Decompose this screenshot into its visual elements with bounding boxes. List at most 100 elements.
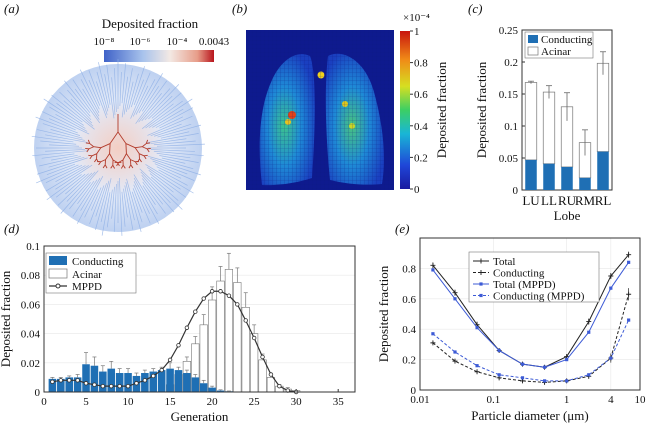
tree-branch bbox=[125, 143, 127, 154]
tree-ray bbox=[150, 176, 179, 201]
tree-ray bbox=[31, 135, 74, 143]
tree-branch bbox=[105, 153, 110, 160]
chart-e-xlabel: Particle diameter (μm) bbox=[471, 408, 588, 423]
tree-branch bbox=[122, 164, 126, 169]
tree-ray bbox=[111, 186, 115, 219]
tree-ray bbox=[153, 140, 196, 146]
tree-ray bbox=[119, 72, 122, 107]
chart-d-bar-conducting bbox=[73, 377, 82, 392]
tree-ray bbox=[59, 91, 93, 124]
tree-ray bbox=[55, 164, 93, 190]
chart-e-ylabel: Deposited fraction bbox=[376, 265, 391, 362]
tree-branch bbox=[86, 148, 90, 153]
tree-ray bbox=[60, 170, 99, 214]
chart-d-point-mppd bbox=[235, 302, 240, 307]
chart-e-point bbox=[475, 326, 479, 330]
chart-d-point-mppd bbox=[125, 383, 131, 389]
tree-ray bbox=[125, 182, 135, 221]
tree-ray bbox=[130, 72, 151, 119]
tree-ray bbox=[133, 177, 160, 224]
tree-branch bbox=[96, 158, 99, 163]
chart-c-ytick-label: 0.25 bbox=[499, 25, 519, 37]
chart-e-line bbox=[432, 262, 630, 368]
tree-ray bbox=[38, 156, 82, 167]
tree-ray bbox=[150, 149, 195, 152]
tree-ray bbox=[161, 157, 186, 164]
tree-ray bbox=[133, 184, 151, 224]
chart-d-bar-conducting bbox=[90, 365, 99, 392]
chart-d-bar-conducting bbox=[208, 387, 216, 392]
chart-d-xtick-label: 25 bbox=[249, 396, 261, 408]
chart-d-xtick-label: 15 bbox=[165, 396, 177, 408]
chart-e-legend-label: Conducting (MPPD) bbox=[493, 291, 585, 303]
chart-d-bar-conducting bbox=[183, 373, 191, 392]
chart-e-legend-label: Total bbox=[493, 256, 515, 268]
tree-branch bbox=[125, 143, 136, 149]
chart-c-bar-conducting bbox=[579, 177, 591, 190]
tree-branch bbox=[146, 148, 150, 153]
chart-d-point-mppd bbox=[83, 381, 89, 386]
tree-ray bbox=[49, 106, 86, 129]
tree-ray bbox=[67, 89, 91, 117]
chart-d-bar-conducting bbox=[199, 383, 208, 392]
chart-d-legend-swatch-acinar bbox=[48, 268, 68, 279]
tree-ray bbox=[147, 155, 194, 170]
chart-d-point-mppd bbox=[75, 378, 80, 383]
chart-e-point bbox=[520, 376, 525, 380]
tree-branch bbox=[110, 164, 114, 169]
chart-e-legend-label: Conducting bbox=[493, 268, 545, 280]
tree-branch bbox=[134, 147, 140, 154]
chart-d-bar-conducting bbox=[191, 377, 200, 392]
tree-ray bbox=[132, 85, 149, 117]
tree-branch bbox=[128, 164, 132, 169]
tree-ray bbox=[150, 123, 182, 137]
tree-ray bbox=[131, 191, 143, 223]
tree-ray bbox=[32, 150, 89, 157]
tree-ray bbox=[65, 173, 89, 195]
chart-e-xtick-label: 10 bbox=[635, 394, 647, 406]
tree-ray bbox=[79, 69, 100, 110]
chart-d-bar-conducting bbox=[65, 377, 73, 392]
tree-branch bbox=[104, 164, 108, 169]
tree-ray bbox=[55, 114, 88, 132]
chart-e-point bbox=[497, 373, 501, 377]
tree-ray bbox=[121, 76, 129, 118]
tree-ray bbox=[106, 189, 113, 228]
chart-d-ytick-label: 0.06 bbox=[21, 299, 41, 311]
tree-ray bbox=[43, 98, 84, 126]
tree-branch bbox=[91, 153, 97, 157]
tree-ray bbox=[149, 173, 174, 193]
chart-e-line bbox=[432, 294, 630, 383]
tree-ray bbox=[80, 177, 101, 211]
tree-branch bbox=[134, 161, 138, 166]
tree-branch bbox=[100, 159, 106, 163]
tree-ray bbox=[96, 71, 109, 112]
tree-ray bbox=[150, 138, 187, 144]
panel-b-cbar-ticklabel: 0.6 bbox=[414, 89, 428, 101]
chart-e-point bbox=[431, 332, 435, 336]
tree-branch bbox=[145, 139, 149, 144]
tree-ray bbox=[135, 79, 156, 115]
panel-b-cbar-ticklabel: 0.4 bbox=[414, 121, 428, 133]
chart-c-bar-conducting bbox=[597, 151, 609, 190]
chart-d-point-mppd bbox=[176, 343, 181, 348]
chart-d-ytick-label: 0 bbox=[35, 387, 41, 399]
chart-c-legend-swatch-conducting bbox=[528, 35, 538, 43]
chart-c-ytick-label: 0.05 bbox=[499, 153, 519, 165]
tree-ray bbox=[80, 79, 100, 113]
tree-ray bbox=[118, 177, 123, 236]
tree-ray bbox=[158, 169, 188, 186]
tree-ray bbox=[95, 183, 107, 217]
tree-ray bbox=[144, 84, 180, 121]
chart-d-ylabel: Deposited fraction bbox=[0, 270, 13, 367]
tree-ray bbox=[124, 185, 134, 230]
tree-branch bbox=[89, 143, 94, 148]
tree-ray bbox=[160, 131, 190, 139]
chart-d-bar-conducting bbox=[57, 378, 65, 392]
tree-ray bbox=[148, 95, 173, 120]
tree-ray bbox=[100, 178, 112, 223]
tree-ray bbox=[156, 152, 191, 159]
chart-e-point bbox=[453, 297, 457, 301]
chart-e-ytick-label: 0.4 bbox=[402, 324, 416, 336]
tree-ray bbox=[141, 174, 175, 213]
